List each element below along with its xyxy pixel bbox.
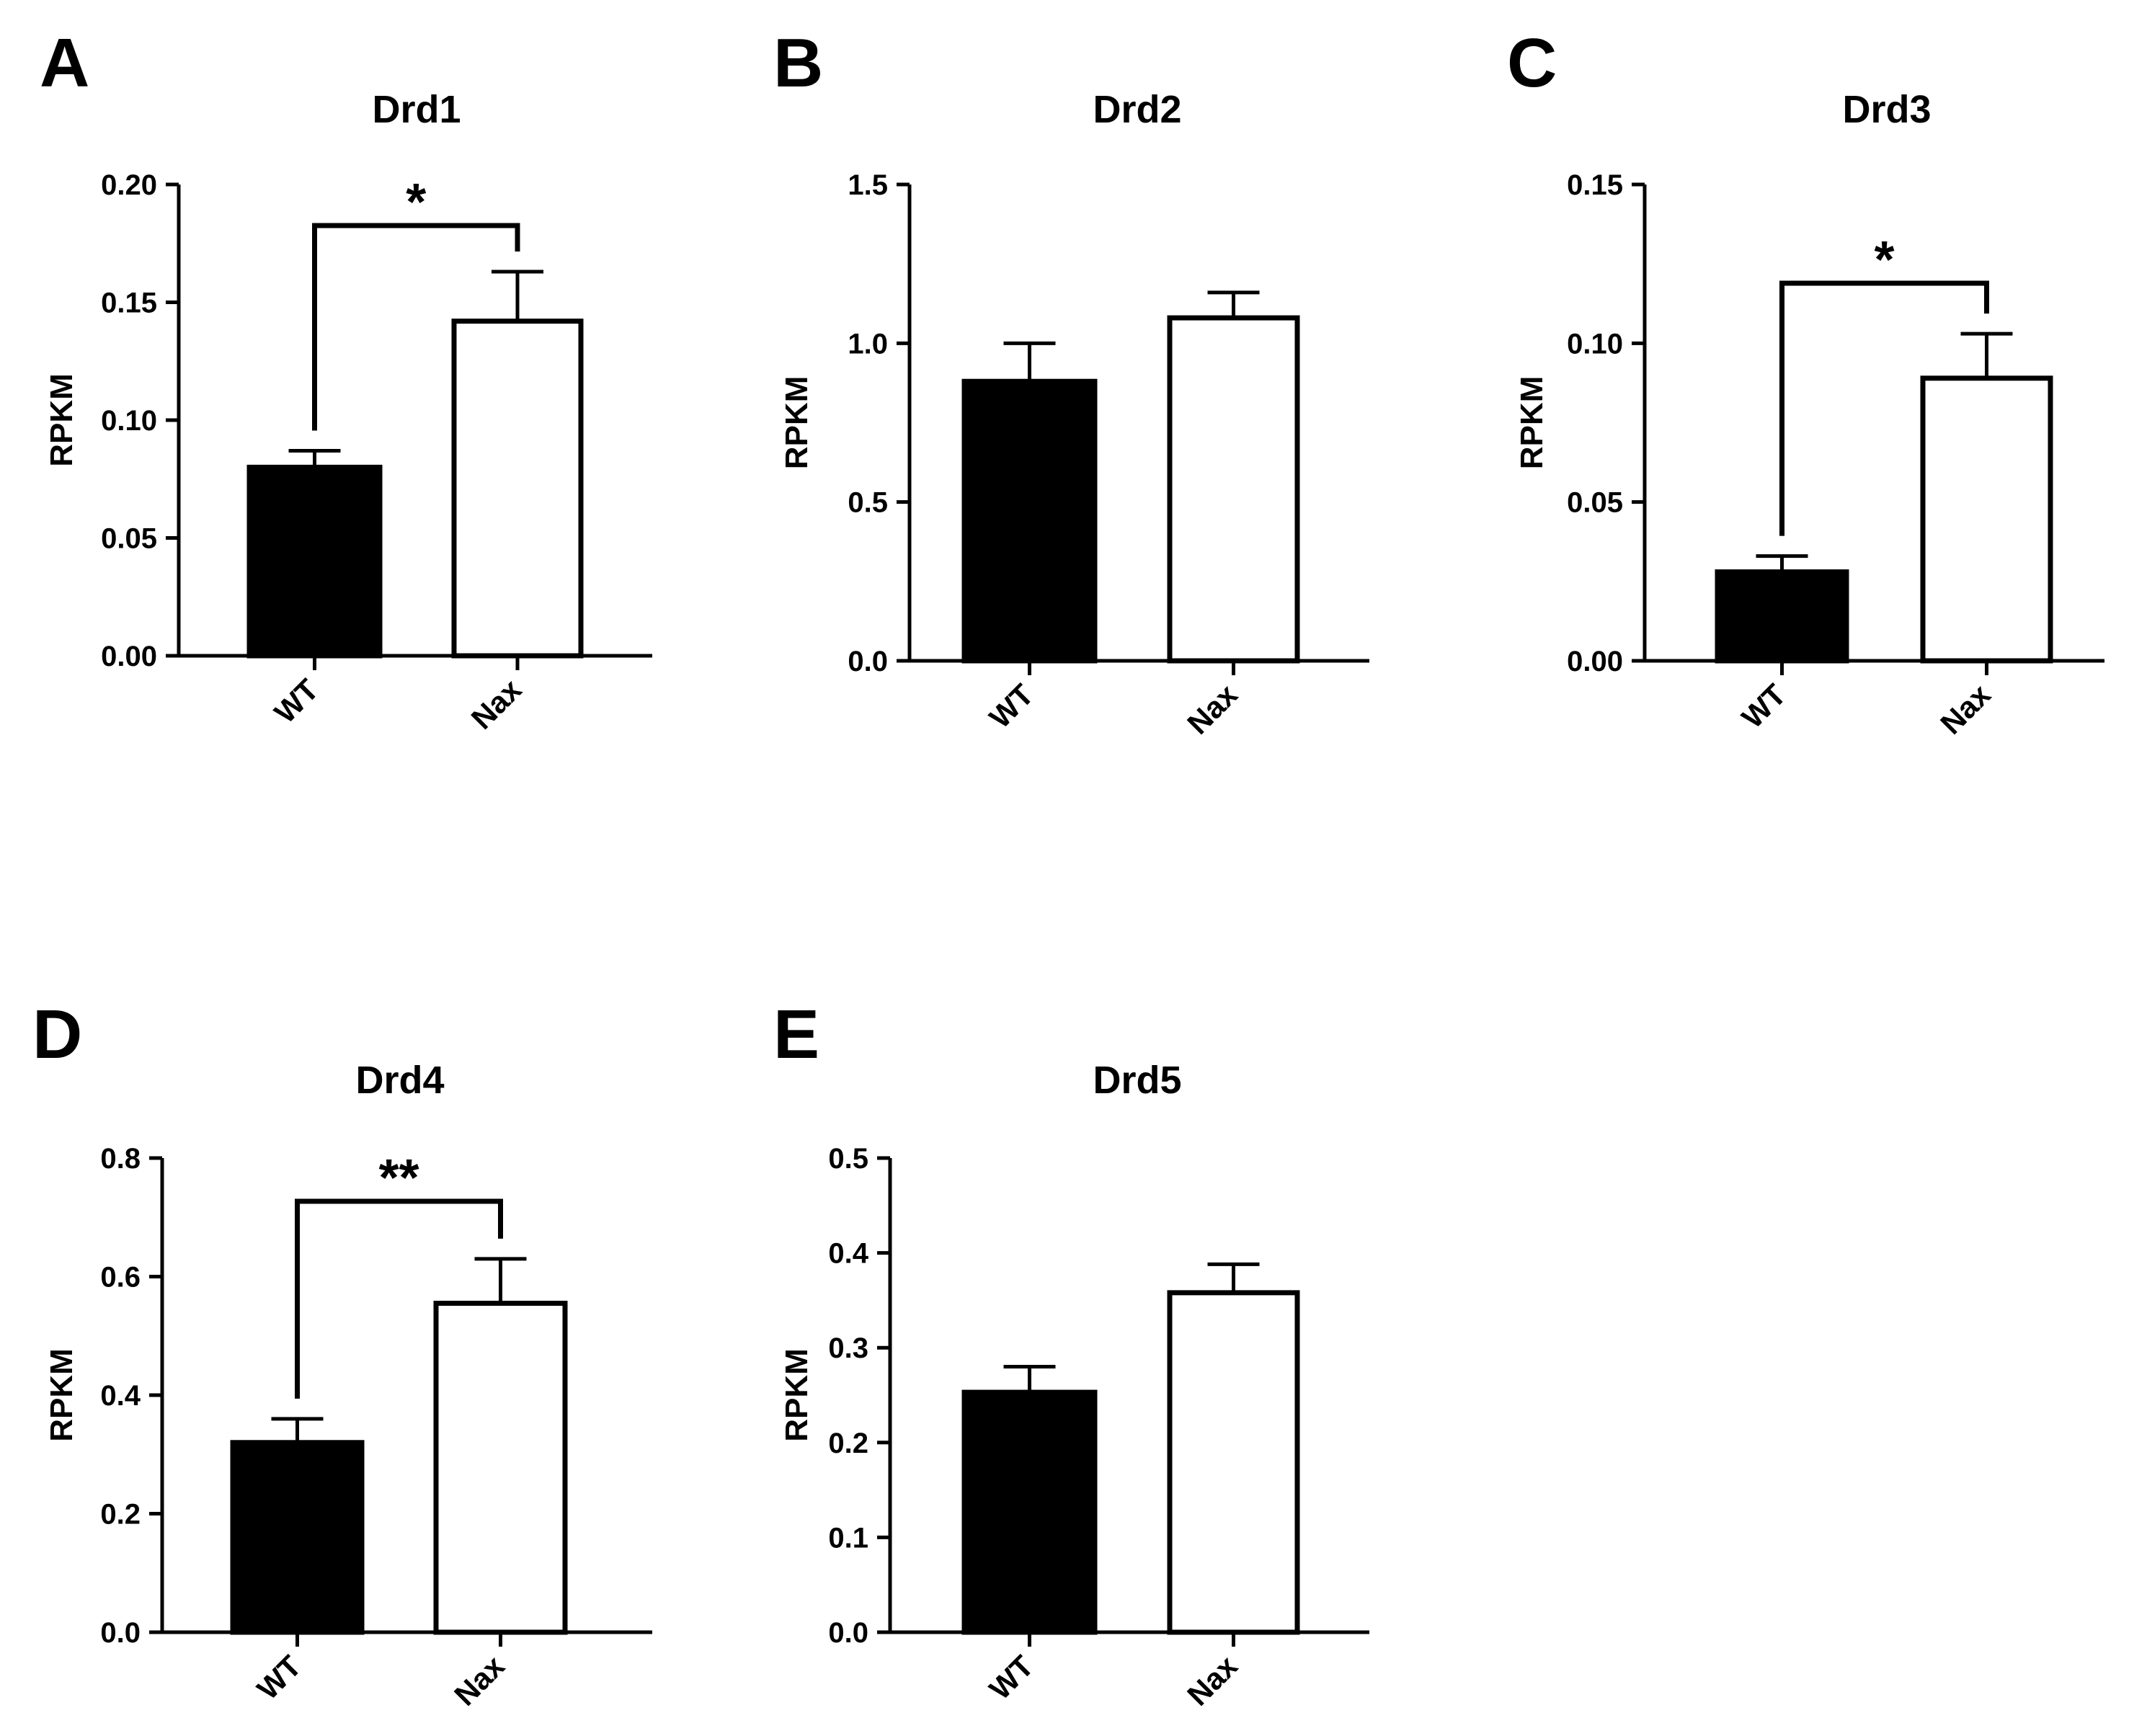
panel-a-y-tick-label: 0.00: [101, 641, 157, 672]
panel-e-x-label-nax: Nax: [1181, 1649, 1244, 1712]
panel-e-bar-nax: [1167, 1290, 1300, 1635]
panel-d-letter: D: [32, 996, 82, 1073]
panel-e-y-tick-label: 0.5: [828, 1143, 868, 1175]
panel-a: A Drd1 RPKM 0.00 0.05 0.10 0.15 0.20 WT Nax *: [40, 25, 652, 736]
panel-c-x-label-wt: WT: [1735, 677, 1792, 735]
panel-c-x-label-nax: Nax: [1934, 677, 1997, 741]
panel-a-y-tick-label: 0.10: [101, 405, 157, 437]
panel-b-y-tick-label: 1.0: [848, 328, 888, 360]
panel-b-y-tick-label: 0.0: [848, 646, 888, 677]
panel-a-y-axis-label: RPKM: [44, 373, 79, 467]
panel-d-significance-label: **: [378, 1149, 419, 1207]
panel-e-bar-wt: [961, 1389, 1098, 1635]
panel-d-bar-wt: [230, 1440, 365, 1635]
panel-b: B Drd2 RPKM 0.0 0.5 1.0 1.5 WT Nax: [773, 25, 1369, 741]
panel-b-bar-nax: [1167, 315, 1300, 664]
panel-a-significance-bracket: [312, 223, 520, 431]
panel-c-title: Drd3: [1842, 88, 1931, 131]
panel-b-y-tick-label: 1.5: [848, 169, 888, 201]
panel-a-significance-label: *: [406, 174, 426, 231]
panel-c: C Drd3 RPKM 0.00 0.05 0.10 0.15 WT Nax *: [1507, 25, 2104, 741]
panel-b-y-tick-label: 0.5: [848, 487, 888, 519]
panel-b-letter: B: [773, 25, 823, 102]
panel-b-x-label-nax: Nax: [1181, 677, 1244, 741]
panel-b-y-axis-label: RPKM: [779, 376, 814, 470]
panel-c-y-tick-label: 0.10: [1567, 328, 1623, 360]
panel-c-significance-bracket: [1779, 280, 1989, 536]
panel-a-y-tick-label: 0.15: [101, 288, 157, 319]
panel-c-significance-label: *: [1874, 231, 1894, 289]
panel-e-y-tick-label: 0.3: [828, 1332, 868, 1364]
panel-d-y-axis-label: RPKM: [44, 1348, 79, 1442]
panel-d-y-tick-label: 0.8: [100, 1143, 141, 1175]
panel-c-y-axis-label: RPKM: [1514, 376, 1550, 470]
panel-d-y-tick-label: 0.4: [100, 1380, 141, 1412]
panel-a-x-label-wt: WT: [267, 672, 325, 730]
panel-e-x-label-wt: WT: [982, 1649, 1040, 1706]
panel-a-x-label-nax: Nax: [465, 672, 528, 736]
panel-e-y-axis-label: RPKM: [779, 1348, 814, 1442]
panel-d-x-label-wt: WT: [250, 1649, 308, 1706]
panel-a-title: Drd1: [372, 88, 461, 131]
panel-d-y-tick-label: 0.2: [100, 1499, 141, 1531]
panel-d-x-label-nax: Nax: [448, 1649, 511, 1712]
panel-d-y-tick-label: 0.6: [100, 1262, 141, 1294]
panel-c-bar-nax: [1920, 375, 2053, 664]
panel-a-y-tick-label: 0.20: [101, 169, 157, 201]
panel-c-y-tick-label: 0.15: [1567, 169, 1623, 201]
panel-d-title: Drd4: [355, 1059, 444, 1102]
panel-c-y-tick-label: 0.00: [1567, 646, 1623, 677]
panel-d-y-tick-label: 0.0: [100, 1617, 141, 1649]
panel-c-letter: C: [1507, 25, 1557, 102]
panel-e-letter: E: [773, 996, 819, 1073]
panel-d-bar-nax: [433, 1301, 568, 1635]
panel-a-bar-nax: [451, 319, 584, 659]
panel-d: D Drd4 RPKM 0.0 0.2 0.4 0.6 0.8 WT Nax **: [32, 996, 652, 1712]
panel-b-title: Drd2: [1093, 88, 1181, 131]
panel-e-title: Drd5: [1093, 1059, 1181, 1102]
panel-e-y-tick-label: 0.4: [828, 1238, 868, 1270]
panel-e: E Drd5 RPKM 0.0 0.1 0.2 0.3 0.4 0.5 WT Nax: [773, 996, 1369, 1712]
panel-e-y-tick-label: 0.0: [828, 1617, 868, 1649]
panel-a-letter: A: [40, 25, 89, 102]
panel-e-y-tick-label: 0.1: [828, 1522, 868, 1554]
panel-b-x-label-wt: WT: [982, 677, 1040, 735]
panel-a-bar-wt: [246, 464, 383, 659]
panel-b-bar-wt: [961, 378, 1098, 664]
panel-c-bar-wt: [1715, 569, 1849, 664]
panel-d-significance-bracket: [295, 1198, 503, 1399]
panel-e-y-tick-label: 0.2: [828, 1428, 868, 1459]
panel-c-y-tick-label: 0.05: [1567, 487, 1623, 519]
panel-a-y-tick-label: 0.05: [101, 523, 157, 555]
